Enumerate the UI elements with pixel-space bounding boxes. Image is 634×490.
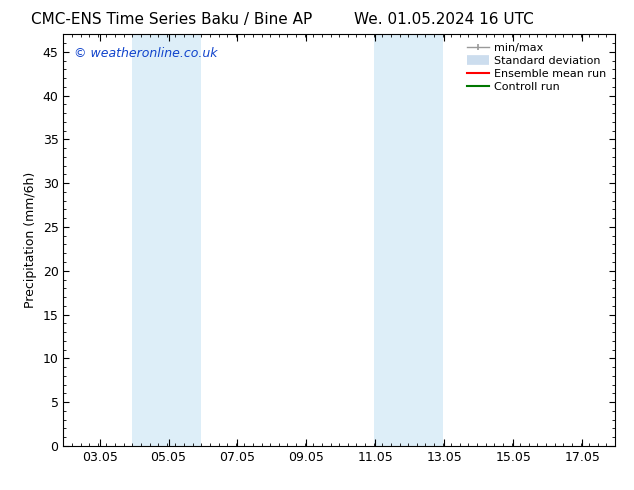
Legend: min/max, Standard deviation, Ensemble mean run, Controll run: min/max, Standard deviation, Ensemble me… [464,40,609,95]
Bar [133,34,202,446]
Text: © weatheronline.co.uk: © weatheronline.co.uk [74,47,218,60]
Text: CMC-ENS Time Series Baku / Bine AP: CMC-ENS Time Series Baku / Bine AP [30,12,312,27]
Bar [373,34,443,446]
Y-axis label: Precipitation (mm/6h): Precipitation (mm/6h) [24,172,37,308]
Text: We. 01.05.2024 16 UTC: We. 01.05.2024 16 UTC [354,12,534,27]
